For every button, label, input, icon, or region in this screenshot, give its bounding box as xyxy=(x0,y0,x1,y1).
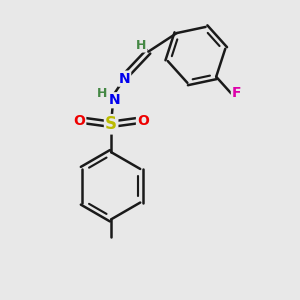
Text: F: F xyxy=(232,86,242,100)
Text: O: O xyxy=(137,114,149,128)
Text: N: N xyxy=(109,93,121,107)
Text: S: S xyxy=(105,115,117,133)
Text: H: H xyxy=(97,87,107,100)
Text: H: H xyxy=(136,39,146,52)
Text: N: N xyxy=(118,72,130,86)
Text: O: O xyxy=(74,114,85,128)
